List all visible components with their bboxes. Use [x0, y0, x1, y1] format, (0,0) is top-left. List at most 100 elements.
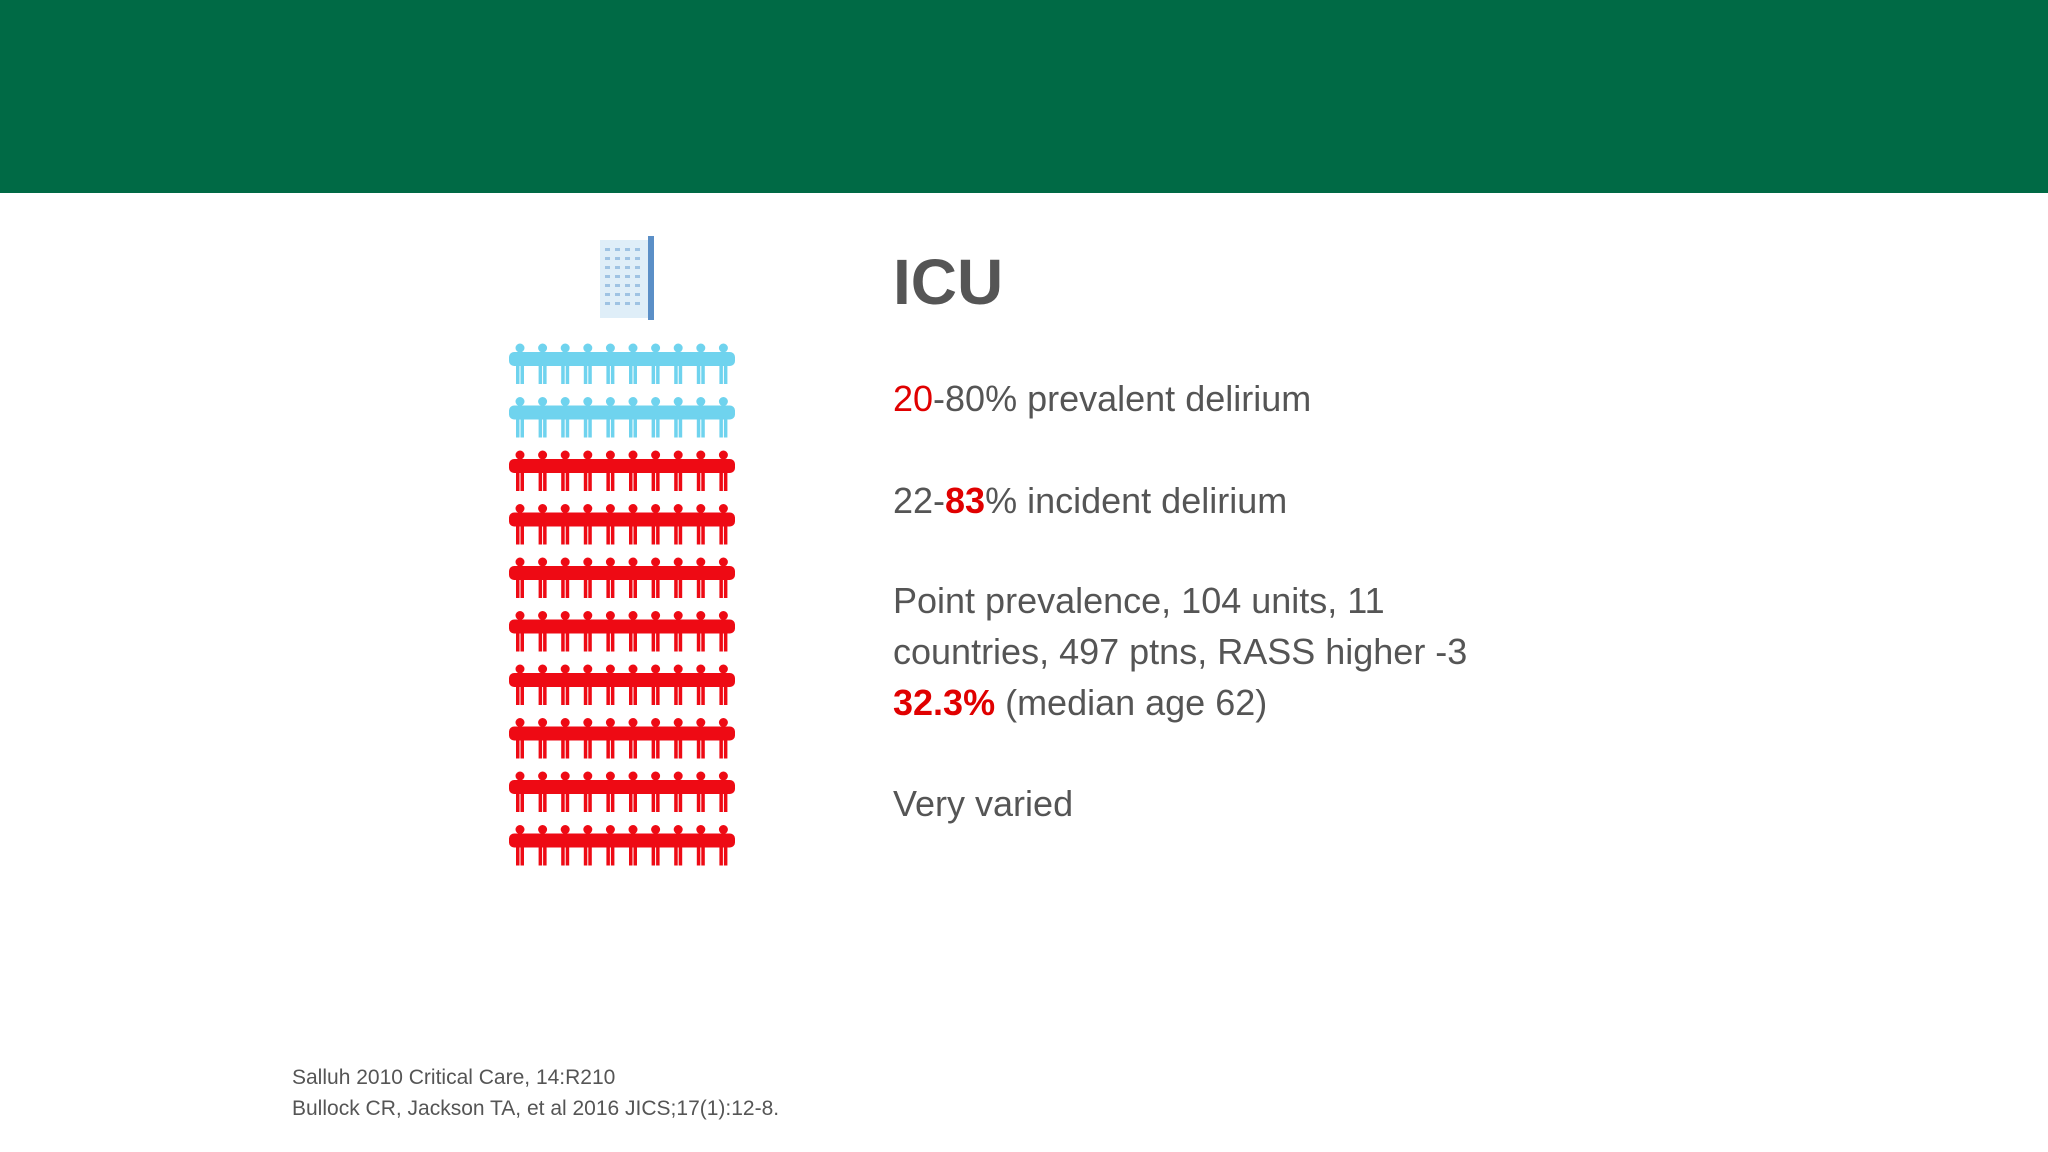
icon-part	[673, 664, 683, 674]
icon-part	[515, 664, 525, 674]
icon-part	[673, 450, 683, 460]
icon-part	[606, 578, 610, 598]
icon-part	[718, 611, 728, 620]
icon-part	[610, 578, 615, 598]
icon-part	[696, 738, 701, 759]
icon-part	[625, 284, 630, 287]
icon-part	[583, 611, 593, 620]
icon-part	[656, 685, 660, 705]
icon-part	[628, 450, 638, 460]
icon-part	[583, 504, 593, 513]
icon-part	[538, 417, 543, 438]
icon-part	[516, 578, 520, 598]
icon-part	[560, 557, 570, 567]
icon-part	[673, 825, 683, 834]
icon-part	[673, 343, 683, 353]
icon-part	[633, 524, 637, 545]
icon-part	[718, 664, 728, 674]
icon-part	[674, 417, 678, 438]
icon-part	[588, 471, 592, 491]
icon-part	[696, 504, 706, 513]
icon-part	[509, 405, 735, 420]
icon-part	[633, 792, 637, 812]
icon-part	[509, 459, 735, 473]
icon-part	[633, 578, 637, 598]
icon-part	[565, 417, 570, 438]
icon-part	[678, 364, 683, 384]
icon-part	[605, 664, 615, 674]
icon-part	[718, 504, 728, 513]
icon-part	[516, 845, 520, 866]
text-run: 32.3%	[893, 682, 996, 723]
icon-part	[633, 364, 637, 384]
reference: Salluh 2010 Critical Care, 14:R210	[292, 1066, 616, 1089]
icon-part	[583, 631, 588, 652]
icon-part	[718, 557, 728, 567]
icon-part	[515, 825, 525, 834]
icon-part	[560, 664, 570, 674]
icon-part	[583, 664, 593, 674]
icon-part	[520, 578, 524, 598]
icon-part	[588, 578, 592, 598]
icon-part	[723, 738, 728, 759]
icon-part	[538, 685, 543, 705]
icon-part	[610, 471, 615, 491]
icon-part	[509, 619, 735, 634]
icon-part	[628, 343, 638, 353]
icon-part	[651, 471, 656, 491]
icon-part	[625, 275, 630, 278]
icon-part	[605, 284, 610, 287]
icon-part	[606, 524, 610, 545]
icon-part	[651, 417, 656, 438]
icon-part	[696, 792, 701, 812]
icon-part	[651, 631, 656, 652]
icon-part	[629, 364, 633, 384]
icon-part	[629, 471, 633, 491]
icon-part	[696, 343, 706, 353]
icon-part	[561, 524, 565, 545]
icon-part	[625, 302, 630, 305]
icon-part	[561, 685, 565, 705]
icon-part	[605, 266, 610, 269]
building-icon	[600, 236, 654, 320]
icon-part	[696, 471, 701, 491]
icon-part	[588, 685, 592, 705]
icon-part	[560, 504, 570, 513]
icon-part	[719, 685, 723, 705]
icon-part	[701, 417, 705, 438]
icon-part	[543, 631, 547, 652]
icon-part	[606, 845, 610, 866]
icon-part	[610, 792, 615, 812]
icon-part	[628, 771, 638, 781]
icon-part	[651, 343, 661, 353]
icon-part	[628, 611, 638, 620]
icon-part	[615, 302, 620, 305]
icon-part	[629, 524, 633, 545]
icon-part	[651, 450, 661, 460]
icon-part	[696, 578, 701, 598]
icon-part	[605, 611, 615, 620]
icon-part	[625, 266, 630, 269]
icon-part	[516, 738, 520, 759]
icon-part	[538, 825, 548, 834]
text-run: countries, 497 ptns, RASS higher -3	[893, 631, 1468, 672]
icon-part	[538, 578, 543, 598]
icon-part	[516, 471, 520, 491]
icon-part	[583, 825, 593, 834]
icon-part	[605, 302, 610, 305]
icon-part	[628, 664, 638, 674]
icon-part	[538, 631, 543, 652]
icon-part	[651, 685, 656, 705]
icon-part	[678, 524, 683, 545]
icon-part	[561, 364, 565, 384]
icon-part	[651, 504, 661, 513]
text-line: countries, 497 ptns, RASS higher -3	[893, 631, 1467, 673]
icon-part	[656, 417, 660, 438]
icon-part	[678, 471, 683, 491]
icon-part	[520, 792, 524, 812]
icon-part	[588, 631, 592, 652]
icon-part	[583, 792, 588, 812]
icon-part	[673, 611, 683, 620]
icon-part	[605, 450, 615, 460]
icon-part	[538, 611, 548, 620]
